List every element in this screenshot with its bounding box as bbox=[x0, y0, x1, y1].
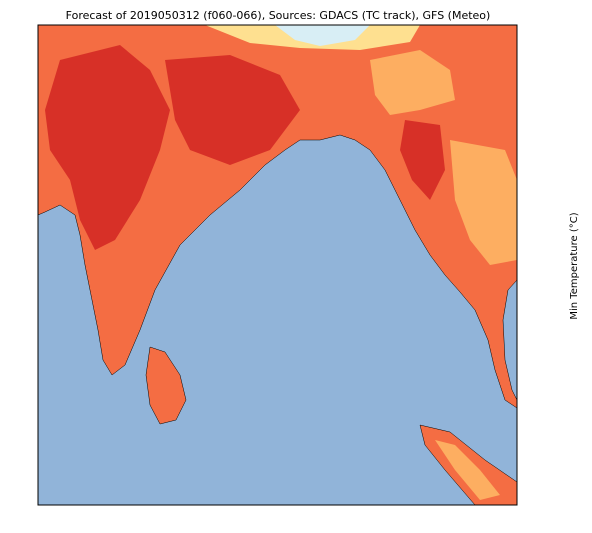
land-mild bbox=[450, 140, 517, 265]
map-frame bbox=[37, 24, 518, 506]
land-warm bbox=[165, 55, 300, 165]
colorbar-label: Min Temperature (°C) bbox=[569, 212, 580, 319]
sri-lanka bbox=[145, 346, 187, 425]
map-title: Forecast of 2019050312 (f060-066), Sourc… bbox=[66, 9, 491, 22]
map-area bbox=[38, 25, 517, 505]
sumatra-mild bbox=[435, 440, 500, 500]
land-mild bbox=[370, 50, 455, 115]
land-cold bbox=[275, 25, 370, 46]
land-warm bbox=[400, 120, 445, 200]
land-warm bbox=[45, 45, 170, 250]
